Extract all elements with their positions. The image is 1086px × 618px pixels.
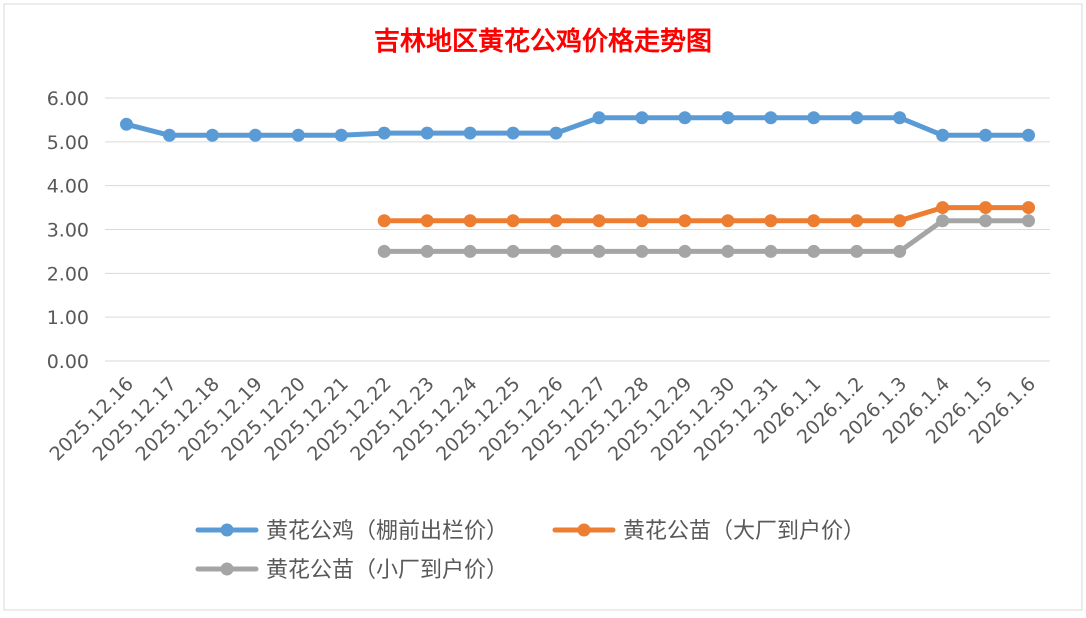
data-point <box>592 244 606 258</box>
data-point <box>936 128 950 142</box>
data-point <box>592 214 606 228</box>
series-line <box>381 218 1031 254</box>
y-tick-label: 2.00 <box>47 263 89 285</box>
data-point <box>893 214 907 228</box>
data-point <box>1022 201 1036 215</box>
data-point <box>119 117 133 131</box>
data-point <box>162 128 176 142</box>
data-point <box>936 214 950 228</box>
data-point <box>377 126 391 140</box>
data-point <box>721 214 735 228</box>
legend-label: 黄花公苗（小厂到户价） <box>266 558 508 583</box>
data-point <box>334 128 348 142</box>
data-point <box>893 111 907 125</box>
data-point <box>764 244 778 258</box>
data-point <box>506 214 520 228</box>
series-line <box>381 205 1031 224</box>
y-axis-tick-labels: 0.00 1.00 2.00 3.00 4.00 5.00 6.00 <box>47 88 89 373</box>
data-point <box>1022 128 1036 142</box>
data-point <box>549 214 563 228</box>
y-tick-label: 4.00 <box>47 176 89 198</box>
data-point <box>377 244 391 258</box>
data-point <box>807 244 821 258</box>
data-point <box>592 111 606 125</box>
y-tick-label: 0.00 <box>47 351 89 373</box>
series-3 <box>377 214 1036 258</box>
data-point <box>721 244 735 258</box>
y-tick-label: 5.00 <box>47 132 89 154</box>
data-point <box>291 128 305 142</box>
legend-item: 黄花公苗（大厂到户价） <box>552 519 865 544</box>
data-point <box>678 244 692 258</box>
data-point <box>420 214 434 228</box>
data-point <box>764 111 778 125</box>
data-point <box>1022 214 1036 228</box>
data-point <box>506 244 520 258</box>
data-point <box>205 128 219 142</box>
data-point <box>549 244 563 258</box>
data-point <box>549 126 563 140</box>
data-point <box>979 128 993 142</box>
grid-lines <box>105 97 1050 362</box>
data-point <box>850 214 864 228</box>
data-point <box>807 214 821 228</box>
data-point <box>764 214 778 228</box>
data-point <box>463 244 477 258</box>
legend-item: 黄花公苗（小厂到户价） <box>195 558 508 583</box>
data-point <box>420 244 434 258</box>
legend-label: 黄花公鸡（棚前出栏价） <box>266 519 508 544</box>
data-point <box>635 214 649 228</box>
data-point <box>850 111 864 125</box>
data-point <box>893 244 907 258</box>
data-point <box>850 244 864 258</box>
data-point <box>678 111 692 125</box>
data-point <box>635 244 649 258</box>
data-point <box>979 201 993 215</box>
data-point <box>635 111 649 125</box>
data-point <box>936 201 950 215</box>
data-point <box>377 214 391 228</box>
data-point <box>463 126 477 140</box>
data-point <box>807 111 821 125</box>
data-point <box>979 214 993 228</box>
chart-frame <box>3 3 1083 611</box>
y-tick-label: 6.00 <box>47 88 89 110</box>
legend-marker <box>220 562 234 576</box>
series-line <box>124 115 1031 138</box>
legend-marker <box>577 523 591 537</box>
legend-item: 黄花公鸡（棚前出栏价） <box>195 519 508 544</box>
y-tick-label: 3.00 <box>47 220 89 242</box>
data-point <box>506 126 520 140</box>
series-layer <box>119 111 1036 258</box>
data-point <box>678 214 692 228</box>
data-point <box>248 128 262 142</box>
legend-marker <box>220 523 234 537</box>
data-point <box>420 126 434 140</box>
chart-title: 吉林地区黄花公鸡价格走势图 <box>374 26 712 57</box>
data-point <box>721 111 735 125</box>
y-tick-label: 1.00 <box>47 307 89 329</box>
legend-label: 黄花公苗（大厂到户价） <box>623 519 865 544</box>
data-point <box>463 214 477 228</box>
series-2 <box>377 201 1036 228</box>
legend: 黄花公鸡（棚前出栏价） 黄花公苗（大厂到户价） 黄花公苗（小厂到户价） <box>195 519 865 583</box>
series-1 <box>119 111 1036 142</box>
